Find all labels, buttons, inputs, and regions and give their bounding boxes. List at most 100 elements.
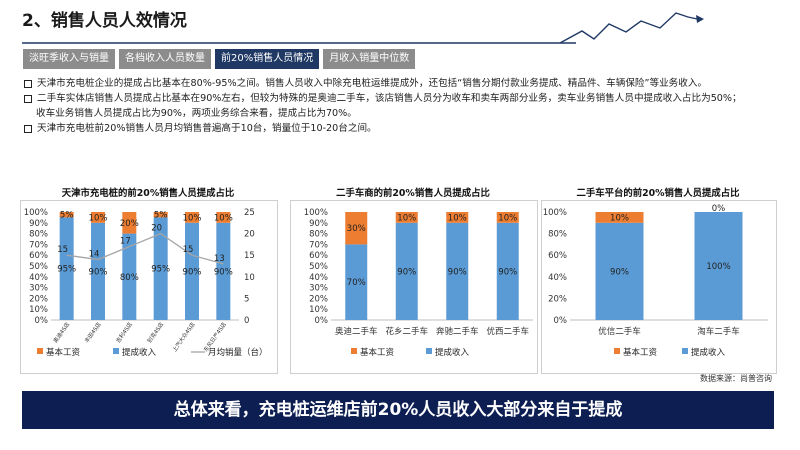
y-tick-label: 100%: [24, 208, 48, 218]
x-tick-label: 优信二手车: [598, 326, 641, 337]
data-label-commission: 90%: [183, 267, 202, 277]
legend-swatch: [113, 348, 119, 354]
data-label-base-salary: 5%: [154, 211, 168, 221]
tab-income-tiers[interactable]: 各档收入人员数量: [119, 49, 211, 69]
legend-label: 提成收入: [435, 347, 470, 358]
x-tick-label: 丰田4S店: [83, 320, 103, 344]
chart2-title: 二手车商的前20%销售人员提成占比: [336, 188, 490, 199]
checkbox-square-icon: [24, 80, 32, 88]
data-label-monthly-sales: 15: [57, 245, 68, 255]
y-tick-label: 80%: [309, 230, 328, 240]
y-tick-label: 60%: [309, 251, 328, 261]
legend-label: 基本工资: [46, 347, 81, 358]
data-label-monthly-sales: 15: [183, 245, 194, 255]
bar-base-salary: [122, 212, 137, 234]
data-label-commission: 100%: [706, 262, 730, 272]
bar-commission: [496, 222, 519, 320]
summary-banner: 总体来看，充电桩运维店前20%人员收入大部分来自于提成: [22, 391, 774, 429]
tab-bar: 淡旺季收入与销量 各档收入人员数量 前20%销售人员情况 月收入销量中位数: [23, 49, 416, 69]
data-label-commission: 95%: [151, 265, 170, 275]
checkbox-square-icon: [24, 95, 32, 103]
data-label-base-salary: 10%: [214, 213, 233, 223]
bar-commission: [122, 233, 137, 320]
tab-seasonal-income[interactable]: 淡旺季收入与销量: [23, 49, 115, 69]
y-tick-label: 10%: [29, 305, 48, 315]
bar-base-salary: [91, 212, 105, 223]
line-monthly-sales: [66, 232, 224, 265]
y-tick-label: 40%: [548, 273, 567, 283]
data-label-base-salary: 30%: [347, 224, 366, 234]
data-label-commission: 90%: [448, 267, 467, 277]
x-tick-label: 奥迪二手车: [335, 326, 378, 337]
bar-base-salary: [185, 212, 199, 223]
legend-label: 提成收入: [691, 347, 726, 358]
y-tick-label: 80%: [548, 230, 567, 240]
legend-label: 基本工资: [360, 347, 395, 358]
x-tick-label: 奥迪4S店: [51, 320, 71, 344]
header-decoration: [22, 12, 704, 44]
chart1-panel: 0% 10% 20% 30% 40% 50% 60% 70% 80% 90% 100% 0 5 10 15 2…: [20, 200, 278, 374]
bar-base-salary: [216, 212, 231, 223]
bullet-item: 天津市充电桩企业的提成占比基本在80%-95%之间。销售人员收入中除充电桩运维提…: [24, 76, 794, 91]
bullet-text: 天津市充电桩企业的提成占比基本在80%-95%之间。销售人员收入中除充电桩运维提…: [37, 78, 708, 89]
trend-line-icon: [559, 12, 703, 44]
bar-commission: [694, 212, 743, 320]
bar-commission: [59, 217, 74, 320]
y-tick-label: 0%: [315, 316, 329, 326]
y-tick-label: 0%: [35, 316, 49, 326]
y-tick-label: 100%: [304, 208, 328, 218]
tab-top20-sales[interactable]: 前20%销售人员情况: [215, 49, 320, 69]
tab-monthly-median[interactable]: 月收入销量中位数: [323, 49, 416, 69]
bar-base-salary: [595, 212, 644, 223]
bullet-text: 二手车实体店销售人员提成占比基本在90%左右，但较为特殊的是奥迪二手车，该店销售…: [37, 93, 742, 104]
chart3-svg: 0% 20% 40% 60% 80% 100% 90% 10% 优信二手车 100% 0% 淘车二手车…: [543, 204, 768, 358]
legend-label: 月均销量（台）: [208, 347, 268, 358]
bar-base-salary: [446, 212, 469, 223]
data-label-commission: 95%: [57, 265, 76, 275]
bar-base-salary: [496, 212, 519, 223]
y-tick-label: 10%: [309, 305, 328, 315]
data-label-monthly-sales: 17: [120, 237, 131, 247]
data-source: 数据来源：尚普咨询: [700, 374, 772, 383]
bullet-item: 二手车实体店销售人员提成占比基本在90%左右，但较为特殊的是奥迪二手车，该店销售…: [24, 91, 794, 106]
data-label-commission: 80%: [120, 273, 139, 283]
data-label-monthly-sales: 13: [214, 254, 225, 264]
data-label-commission: 90%: [498, 267, 517, 277]
x-tick-label: 花乡二手车: [385, 326, 428, 337]
bullet-text: 天津市充电桩前20%销售人员月均销售普遍高于10台，销量位于10-20台之间。: [37, 123, 377, 134]
y-tick-label: 50%: [29, 262, 48, 272]
y-tick-label: 90%: [29, 219, 48, 229]
data-label-base-salary: 10%: [610, 213, 629, 223]
y-tick-label: 70%: [309, 240, 328, 250]
y2-tick-label: 10: [244, 273, 255, 283]
legend-swatch: [37, 348, 43, 354]
y2-tick-label: 0: [244, 316, 249, 326]
bullet-continuation: 收车业务销售人员提成占比为90%，两项业务综合来看，提成占比为70%。: [36, 108, 357, 119]
y-tick-label: 40%: [309, 273, 328, 283]
bar-commission: [91, 222, 105, 320]
data-label-commission: 70%: [347, 278, 366, 288]
x-tick-label: 优西二手车: [486, 326, 529, 337]
y-tick-label: 80%: [29, 230, 48, 240]
y2-tick-label: 15: [244, 251, 255, 261]
data-label-base-salary: 5%: [60, 211, 74, 221]
data-label-base-salary: 0%: [712, 204, 726, 214]
data-label-base-salary: 10%: [498, 213, 517, 223]
data-label-base-salary: 10%: [183, 213, 202, 223]
data-label-commission: 90%: [397, 267, 416, 277]
y-tick-label: 70%: [29, 240, 48, 250]
legend-label: 基本工资: [623, 347, 658, 358]
chart3-title: 二手车平台的前20%销售人员提成占比: [576, 188, 740, 199]
bar-base-salary: [345, 212, 368, 245]
y-tick-label: 20%: [29, 294, 48, 304]
bar-commission: [345, 244, 368, 320]
y2-tick-label: 25: [244, 208, 255, 218]
bullet-item: 天津市充电桩前20%销售人员月均销售普遍高于10台，销量位于10-20台之间。: [24, 121, 794, 136]
bar-commission: [216, 222, 231, 320]
x-tick-label: 吉利4S店: [114, 320, 134, 344]
y-tick-label: 30%: [29, 284, 48, 294]
bullet-list: 天津市充电桩企业的提成占比基本在80%-95%之间。销售人员收入中除充电桩运维提…: [24, 76, 794, 136]
bar-base-salary: [153, 212, 168, 218]
y-tick-label: 20%: [548, 294, 567, 304]
bar-commission: [185, 222, 199, 320]
